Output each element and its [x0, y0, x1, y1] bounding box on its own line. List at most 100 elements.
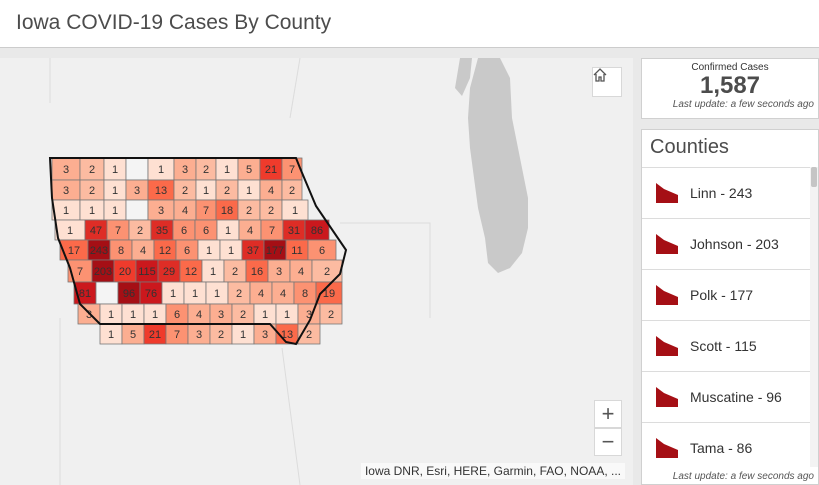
- county-case-label: 2: [268, 205, 274, 217]
- county-case-label: 1: [292, 205, 298, 217]
- county-row-johnson[interactable]: Johnson - 203: [642, 218, 812, 269]
- confirmed-cases-panel: Confirmed Cases 1,587 Last update: a few…: [641, 58, 819, 119]
- cases-label: Confirmed Cases: [691, 62, 769, 73]
- county-case-label: 3: [182, 164, 188, 176]
- county-label: Scott - 115: [690, 338, 757, 354]
- county-case-label: 4: [298, 266, 304, 278]
- county-case-label: 4: [280, 288, 286, 300]
- home-icon: [593, 68, 607, 82]
- zoom-in-button[interactable]: +: [594, 400, 622, 428]
- county-case-label: 4: [268, 185, 274, 197]
- iowa-county-map: 3 2 1 1 3 2 1 5 21 73 2 1 3 13 2 1 2 1 4 21 1 1 3 4 7 18 2 2 11 47 7 2 3…: [48, 157, 348, 346]
- county-case-label: 3: [134, 185, 140, 197]
- county-case-label: 5: [246, 164, 252, 176]
- county-case-label: 3: [218, 309, 224, 321]
- county-case-label: 1: [130, 309, 136, 321]
- county-case-label: 1: [112, 205, 118, 217]
- county-case-label: 177: [266, 245, 284, 257]
- county-case-label: 13: [281, 329, 293, 341]
- county-case-label: 4: [258, 288, 264, 300]
- county-row-scott[interactable]: Scott - 115: [642, 320, 812, 371]
- county-case-label: 18: [221, 205, 233, 217]
- county-case-label: 1: [206, 245, 212, 257]
- county-case-label: 47: [90, 225, 102, 237]
- county-case-label: 1: [225, 225, 231, 237]
- county-case-label: 2: [324, 266, 330, 278]
- county-case-label: 6: [174, 309, 180, 321]
- county-case-label: 3: [262, 329, 268, 341]
- map-view[interactable]: 3 2 1 1 3 2 1 5 21 7 3 2 1 3 13 2 1 2 1 4 2 1 1 1 3 4 7 18 2 2 1 1 47 7 2 3…: [0, 58, 633, 485]
- county-case-label: 2: [232, 266, 238, 278]
- county-case-label: 4: [196, 309, 202, 321]
- green-bay: [455, 58, 472, 96]
- county-case-label: 4: [140, 245, 146, 257]
- county-case-label: 1: [284, 309, 290, 321]
- county-swatch-icon: [656, 387, 678, 407]
- county-case-label: 1: [152, 309, 158, 321]
- county-case-label: 2: [137, 225, 143, 237]
- counties-footer: Last update: a few seconds ago: [642, 471, 818, 482]
- county-case-label: 13: [155, 185, 167, 197]
- county-shape[interactable]: [319, 303, 343, 325]
- county-swatch-icon: [656, 336, 678, 356]
- basemap: 3 2 1 1 3 2 1 5 21 73 2 1 3 13 2 1 2 1 4 21 1 1 3 4 7 18 2 2 11 47 7 2 3…: [48, 58, 528, 485]
- county-case-label: 19: [323, 288, 335, 300]
- county-case-label: 17: [68, 245, 80, 257]
- county-case-label: 2: [182, 185, 188, 197]
- county-case-label: 11: [291, 245, 302, 257]
- county-case-label: 7: [115, 225, 121, 237]
- county-case-label: 12: [185, 266, 197, 278]
- county-swatch-icon: [656, 285, 678, 305]
- county-case-label: 21: [149, 329, 161, 341]
- county-case-label: 3: [63, 185, 69, 197]
- county-case-label: 2: [289, 185, 295, 197]
- county-case-label: 7: [269, 225, 275, 237]
- county-case-label: 6: [181, 225, 187, 237]
- county-case-label: 31: [288, 225, 300, 237]
- county-case-label: 3: [306, 309, 312, 321]
- county-case-label: 37: [247, 245, 259, 257]
- page-title: Iowa COVID-19 Cases By County: [16, 11, 332, 34]
- zoom-out-button[interactable]: −: [594, 428, 622, 456]
- county-case-label: 16: [251, 266, 263, 278]
- county-case-label: 1: [210, 266, 216, 278]
- county-case-label: 7: [174, 329, 180, 341]
- county-case-label: 35: [156, 225, 168, 237]
- county-list[interactable]: Linn - 243 Johnson - 203 Polk - 177 Scot…: [642, 167, 812, 473]
- county-label: Johnson - 203: [690, 236, 779, 252]
- lake-michigan: [468, 58, 528, 273]
- county-case-label: 7: [203, 205, 209, 217]
- county-case-label: 243: [90, 245, 108, 257]
- county-case-label: 3: [63, 164, 69, 176]
- county-case-label: 12: [159, 245, 171, 257]
- county-row-polk[interactable]: Polk - 177: [642, 269, 812, 320]
- county-case-label: 2: [328, 309, 334, 321]
- county-case-label: 1: [203, 185, 209, 197]
- county-case-label: 1: [192, 288, 198, 300]
- cases-last-update: Last update: a few seconds ago: [672, 99, 814, 110]
- county-case-label: 7: [289, 164, 295, 176]
- county-case-label: 1: [224, 164, 230, 176]
- county-row-linn[interactable]: Linn - 243: [642, 167, 812, 218]
- county-shape[interactable]: [297, 323, 321, 345]
- county-case-label: 2: [306, 329, 312, 341]
- county-case-label: 2: [89, 164, 95, 176]
- county-shape[interactable]: [95, 281, 119, 305]
- county-row-muscatine[interactable]: Muscatine - 96: [642, 371, 812, 422]
- county-case-label: 1: [228, 245, 234, 257]
- county-case-label: 6: [203, 225, 209, 237]
- county-case-label: 1: [214, 288, 220, 300]
- county-case-label: 8: [118, 245, 124, 257]
- county-shape[interactable]: [125, 199, 149, 221]
- county-shape[interactable]: [125, 157, 149, 181]
- county-case-label: 1: [170, 288, 176, 300]
- county-list-scrollbar[interactable]: [810, 167, 818, 467]
- county-case-label: 3: [158, 205, 164, 217]
- county-case-label: 203: [94, 266, 112, 278]
- scroll-thumb[interactable]: [811, 167, 817, 187]
- counties-last-update: Last update: a few seconds ago: [672, 471, 814, 482]
- county-row-tama[interactable]: Tama - 86: [642, 422, 812, 473]
- county-case-label: 1: [112, 185, 118, 197]
- home-button[interactable]: [592, 67, 622, 97]
- county-case-label: 2: [246, 205, 252, 217]
